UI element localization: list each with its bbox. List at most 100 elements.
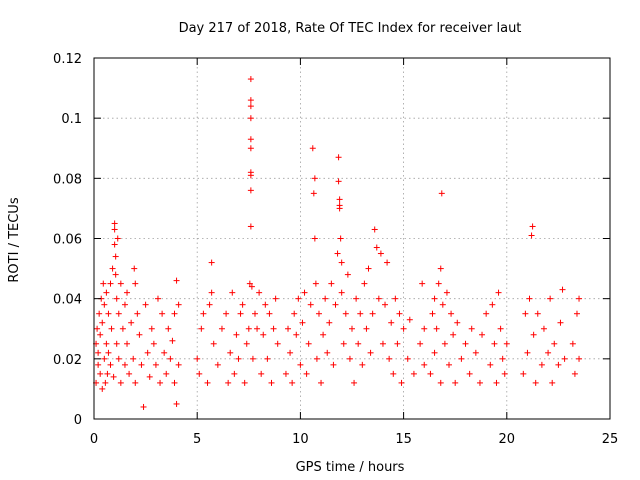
data-point bbox=[483, 310, 490, 317]
data-point bbox=[150, 340, 157, 347]
data-point bbox=[335, 154, 342, 161]
data-point bbox=[386, 355, 393, 362]
data-point bbox=[247, 145, 254, 152]
data-point bbox=[289, 379, 296, 386]
data-point bbox=[520, 370, 527, 377]
x-tick-label: 5 bbox=[193, 432, 201, 447]
data-point bbox=[359, 361, 366, 368]
data-point bbox=[394, 340, 401, 347]
data-point bbox=[173, 400, 180, 407]
data-point bbox=[540, 325, 547, 332]
x-axis-label: GPS time / hours bbox=[296, 460, 405, 475]
grid-lines bbox=[94, 58, 610, 419]
data-point bbox=[421, 361, 428, 368]
data-point bbox=[103, 340, 110, 347]
data-point bbox=[131, 265, 138, 272]
data-point bbox=[433, 325, 440, 332]
data-point bbox=[231, 370, 238, 377]
data-point bbox=[247, 187, 254, 194]
data-point bbox=[419, 280, 426, 287]
data-point bbox=[369, 310, 376, 317]
data-point bbox=[254, 325, 261, 332]
data-point bbox=[441, 340, 448, 347]
data-point bbox=[431, 295, 438, 302]
data-point bbox=[100, 280, 107, 287]
data-point bbox=[208, 289, 215, 296]
data-point bbox=[235, 355, 242, 362]
data-point bbox=[336, 196, 343, 203]
data-point bbox=[493, 379, 500, 386]
data-point bbox=[115, 355, 122, 362]
data-point bbox=[561, 355, 568, 362]
data-point bbox=[247, 76, 254, 83]
data-point bbox=[140, 403, 147, 410]
data-point bbox=[353, 295, 360, 302]
data-point bbox=[107, 280, 114, 287]
data-point bbox=[206, 301, 213, 308]
data-point bbox=[97, 331, 104, 338]
data-point bbox=[285, 325, 292, 332]
data-point bbox=[121, 361, 128, 368]
data-point bbox=[117, 379, 124, 386]
data-point bbox=[113, 340, 120, 347]
data-point bbox=[110, 373, 117, 380]
data-point bbox=[476, 379, 483, 386]
data-point bbox=[524, 349, 531, 356]
data-point bbox=[396, 310, 403, 317]
data-point bbox=[338, 259, 345, 266]
x-tick-label: 0 bbox=[90, 432, 98, 447]
data-point bbox=[171, 310, 178, 317]
data-point bbox=[534, 310, 541, 317]
data-point bbox=[313, 355, 320, 362]
data-point bbox=[398, 379, 405, 386]
data-point bbox=[258, 370, 265, 377]
data-point bbox=[349, 325, 355, 332]
data-point bbox=[472, 349, 479, 356]
data-points bbox=[93, 76, 583, 410]
data-point bbox=[312, 280, 319, 287]
data-point bbox=[462, 340, 469, 347]
data-point bbox=[241, 379, 248, 386]
data-point bbox=[157, 379, 164, 386]
data-point bbox=[99, 385, 106, 392]
data-point bbox=[111, 226, 118, 233]
data-point bbox=[112, 271, 119, 278]
data-point bbox=[154, 295, 161, 302]
data-point bbox=[375, 295, 382, 302]
data-point bbox=[373, 244, 380, 251]
data-point bbox=[450, 331, 457, 338]
data-point bbox=[96, 310, 103, 317]
data-point bbox=[549, 379, 556, 386]
data-point bbox=[148, 325, 155, 332]
data-point bbox=[495, 289, 502, 296]
data-point bbox=[466, 370, 473, 377]
data-point bbox=[454, 319, 461, 326]
x-tick-labels: 0 5 10 15 20 25 bbox=[90, 432, 618, 447]
data-point bbox=[142, 301, 149, 308]
data-point bbox=[365, 265, 372, 272]
data-point bbox=[357, 310, 364, 317]
data-point bbox=[530, 331, 537, 338]
data-point bbox=[175, 361, 182, 368]
data-point bbox=[173, 277, 180, 284]
data-point bbox=[94, 325, 101, 332]
data-point bbox=[287, 349, 294, 356]
data-point bbox=[247, 103, 254, 110]
data-point bbox=[299, 319, 306, 326]
data-point bbox=[328, 280, 335, 287]
data-point bbox=[438, 190, 445, 197]
data-point bbox=[431, 349, 438, 356]
data-point bbox=[101, 355, 108, 362]
data-point bbox=[320, 331, 327, 338]
data-point bbox=[113, 295, 120, 302]
data-point bbox=[249, 355, 256, 362]
data-point bbox=[169, 337, 176, 344]
data-point bbox=[429, 310, 436, 317]
data-point bbox=[248, 283, 255, 290]
data-point bbox=[167, 355, 174, 362]
data-point bbox=[144, 349, 151, 356]
x-tick-label: 10 bbox=[292, 432, 309, 447]
chart-title: Day 217 of 2018, Rate Of TEC Index for r… bbox=[179, 21, 522, 36]
data-point bbox=[111, 241, 118, 248]
